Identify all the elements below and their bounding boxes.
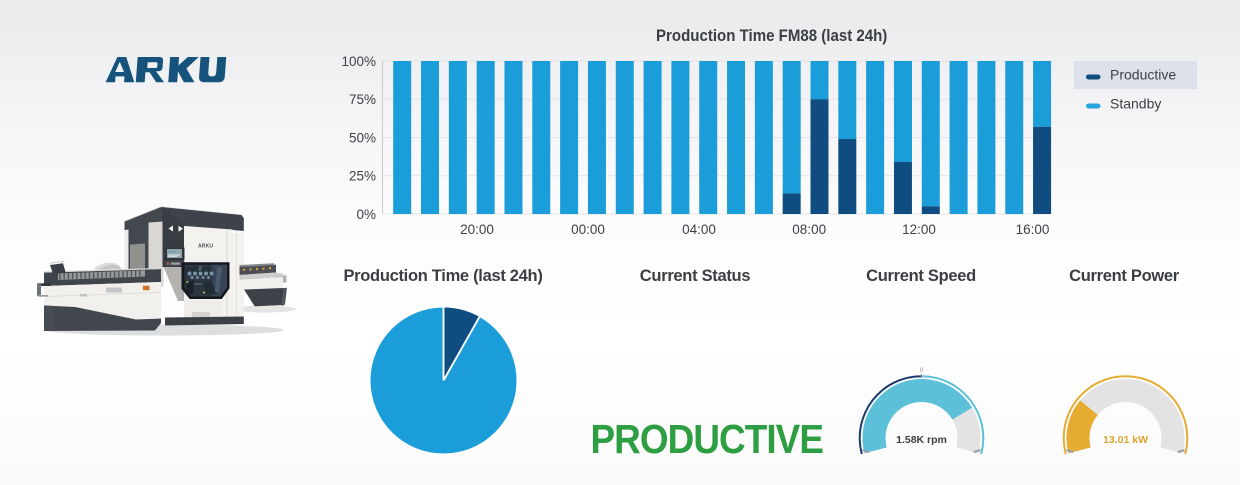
svg-text:50%: 50% [349,131,376,146]
svg-text:25%: 25% [349,169,376,184]
svg-text:00:00: 00:00 [571,222,605,237]
svg-text:08:00: 08:00 [792,222,826,237]
svg-text:75%: 75% [349,92,376,107]
svg-text:Standby: Standby [1110,96,1161,112]
svg-text:04:00: 04:00 [682,222,716,237]
svg-text:0: 0 [920,368,924,374]
svg-text:13.01 kW: 13.01 kW [1103,434,1148,446]
svg-text:1.58K rpm: 1.58K rpm [896,434,947,446]
svg-text:0%: 0% [356,207,376,222]
svg-text:12:00: 12:00 [902,222,936,237]
svg-text:ARKU: ARKU [198,243,213,249]
svg-text:Productive: Productive [1110,67,1176,83]
svg-text:100%: 100% [341,54,376,69]
svg-text:16:00: 16:00 [1016,222,1050,237]
svg-text:20:00: 20:00 [460,222,494,237]
